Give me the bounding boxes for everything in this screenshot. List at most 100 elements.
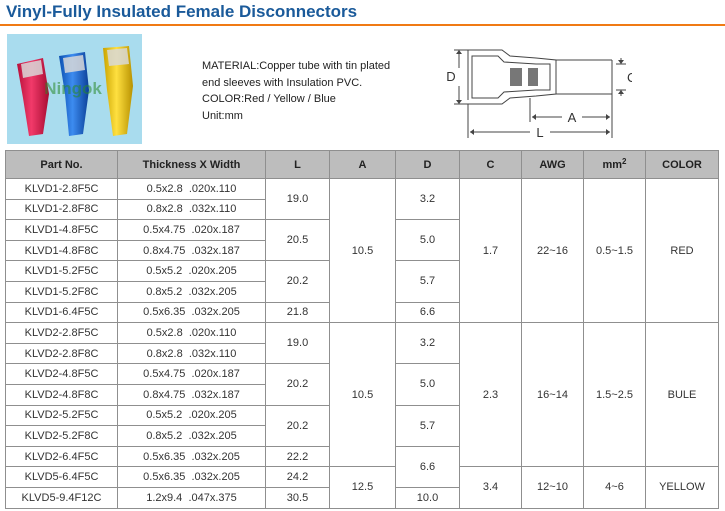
- dimension-label-d: D: [446, 69, 455, 84]
- thickness-mm: 0.8x4.75: [143, 388, 186, 401]
- thickness-cell: 0.5x5.2 .020x.205: [117, 260, 266, 282]
- l-cell: 30.5: [265, 486, 330, 509]
- l-cell: 19.0: [265, 177, 330, 221]
- table-row: KLVD2-6.4F5C 0.5x6.35 .032x.205 22.2 6.6: [5, 445, 719, 488]
- title-underline: [0, 24, 725, 26]
- thickness-mm: 0.5x6.35: [143, 471, 186, 484]
- awg-cell: 16~14: [521, 322, 584, 468]
- thickness-cell: 0.8x5.2 .032x.205: [117, 280, 266, 303]
- mm2-cell: 1.5~2.5: [583, 322, 646, 468]
- spec-table: Part No. Thickness X Width L A D C AWG m…: [5, 150, 719, 509]
- header-part-no: Part No.: [5, 150, 118, 179]
- part-number-cell: KLVD2-2.8F8C: [5, 342, 118, 365]
- a-cell: 10.5: [329, 177, 396, 324]
- thickness-mm: 0.8x2.8: [146, 347, 183, 360]
- thickness-cell: 0.8x4.75 .032x.187: [117, 383, 266, 406]
- l-cell: 20.2: [265, 404, 330, 447]
- dimension-label-a: A: [568, 110, 577, 125]
- thickness-inch: .020x.205: [188, 409, 237, 422]
- yellow-connector-icon: [103, 46, 133, 136]
- thickness-cell: 0.8x2.8 .032x.110: [117, 198, 266, 221]
- table-row: KLVD1-5.2F5C 0.5x5.2 .020x.205 20.2 5.7: [5, 260, 719, 303]
- thickness-cell: 0.5x5.2 .020x.205: [117, 404, 266, 427]
- header-color: COLOR: [645, 150, 719, 179]
- part-number-cell: KLVD2-2.8F5C: [5, 322, 118, 344]
- header-c: C: [459, 150, 522, 179]
- thickness-mm: 0.5x2.8: [146, 326, 183, 339]
- thickness-inch: .020x.187: [191, 368, 240, 381]
- thickness-cell: 0.8x5.2 .032x.205: [117, 425, 266, 447]
- thickness-inch: .020x.187: [191, 223, 240, 236]
- thickness-mm: 0.5x4.75: [143, 223, 186, 236]
- mm2-cell: 0.5~1.5: [583, 177, 646, 324]
- table-row: KLVD2-5.2F5C 0.5x5.2 .020x.205 20.2 5.7: [5, 404, 719, 447]
- thickness-cell: 1.2x9.4 .047x.375: [117, 486, 266, 509]
- thickness-cell: 0.8x2.8 .032x.110: [117, 342, 266, 365]
- thickness-cell: 0.8x4.75 .032x.187: [117, 239, 266, 262]
- part-number-cell: KLVD2-4.8F5C: [5, 363, 118, 385]
- a-cell: 12.5: [329, 466, 396, 509]
- thickness-mm: 0.5x4.75: [143, 368, 186, 381]
- part-number-cell: KLVD1-4.8F5C: [5, 219, 118, 241]
- table-row: KLVD1-2.8F5C 0.5x2.8 .020x.110 19.0 10.5…: [5, 177, 719, 324]
- thickness-mm: 0.5x5.2: [146, 265, 183, 278]
- l-cell: 20.2: [265, 260, 330, 303]
- thickness-cell: 0.5x6.35 .032x.205: [117, 301, 266, 324]
- thickness-mm: 0.5x6.35: [143, 450, 186, 463]
- c-cell: 2.3: [459, 322, 522, 468]
- thickness-mm: 0.5x2.8: [146, 182, 183, 195]
- thickness-inch: .032x.205: [191, 450, 240, 463]
- part-number-cell: KLVD1-5.2F5C: [5, 260, 118, 282]
- part-number-cell: KLVD2-5.2F5C: [5, 404, 118, 427]
- table-row: KLVD2-2.8F8C 0.8x2.8 .032x.110: [5, 342, 719, 365]
- table-row: KLVD1-4.8F8C 0.8x4.75 .032x.187: [5, 239, 719, 262]
- table-row: KLVD2-2.8F5C 0.5x2.8 .020x.110 19.0 10.5…: [5, 322, 719, 468]
- dimension-label-l: L: [536, 125, 543, 140]
- table-row: KLVD5-9.4F12C 1.2x9.4 .047x.375 30.5 10.…: [5, 486, 719, 509]
- color-line: COLOR:Red / Yellow / Blue: [202, 93, 336, 105]
- part-number-cell: KLVD2-4.8F8C: [5, 383, 118, 406]
- part-number-cell: KLVD2-5.2F8C: [5, 425, 118, 447]
- thickness-inch: .032x.205: [191, 471, 240, 484]
- c-cell: 3.4: [459, 466, 522, 509]
- thickness-cell: 0.5x4.75 .020x.187: [117, 363, 266, 385]
- table-row: KLVD2-4.8F5C 0.5x4.75 .020x.187 20.2 5.0: [5, 363, 719, 406]
- thickness-inch: .032x.187: [191, 388, 240, 401]
- d-cell: 10.0: [395, 486, 460, 509]
- page-title: Vinyl-Fully Insulated Female Disconnecto…: [6, 2, 358, 21]
- table-row: KLVD1-2.8F8C 0.8x2.8 .032x.110: [5, 198, 719, 221]
- color-cell: BULE: [645, 322, 719, 468]
- part-number-cell: KLVD5-6.4F5C: [5, 466, 118, 488]
- d-cell: 5.7: [395, 260, 460, 303]
- thickness-cell: 0.5x2.8 .020x.110: [117, 178, 266, 200]
- part-number-cell: KLVD1-5.2F8C: [5, 280, 118, 303]
- l-cell: 24.2: [265, 466, 330, 488]
- table-row: KLVD1-5.2F8C 0.8x5.2 .032x.205: [5, 280, 719, 303]
- thickness-cell: 0.5x4.75 .020x.187: [117, 219, 266, 241]
- d-cell: 5.7: [395, 404, 460, 447]
- thickness-inch: .032x.110: [188, 203, 237, 216]
- d-cell: 6.6: [395, 301, 460, 324]
- thickness-cell: 0.5x6.35 .032x.205: [117, 445, 266, 468]
- table-header-row: Part No. Thickness X Width L A D C AWG m…: [5, 150, 719, 179]
- c-cell: 1.7: [459, 177, 522, 324]
- color-cell: YELLOW: [645, 466, 719, 509]
- thickness-inch: .032x.205: [188, 429, 237, 442]
- dimension-drawing: D C A L: [440, 42, 636, 142]
- header-awg: AWG: [521, 150, 584, 179]
- part-number-cell: KLVD1-2.8F5C: [5, 178, 118, 200]
- unit-line: Unit:mm: [202, 109, 243, 122]
- thickness-inch: .032x.205: [188, 285, 237, 298]
- header-thickness: Thickness X Width: [117, 150, 266, 179]
- thickness-inch: .020x.205: [188, 265, 237, 278]
- product-photo: Ningok: [7, 34, 142, 144]
- thickness-mm: 0.8x2.8: [146, 203, 183, 216]
- table-row: KLVD2-4.8F8C 0.8x4.75 .032x.187: [5, 383, 719, 406]
- thickness-inch: .032x.187: [191, 244, 240, 257]
- table-row: KLVD2-5.2F8C 0.8x5.2 .032x.205: [5, 425, 719, 447]
- part-number-cell: KLVD2-6.4F5C: [5, 445, 118, 468]
- thickness-inch: .032x.110: [188, 347, 237, 360]
- thickness-mm: 0.5x5.2: [146, 409, 183, 422]
- l-cell: 21.8: [265, 301, 330, 324]
- dimension-label-c: C: [627, 70, 632, 85]
